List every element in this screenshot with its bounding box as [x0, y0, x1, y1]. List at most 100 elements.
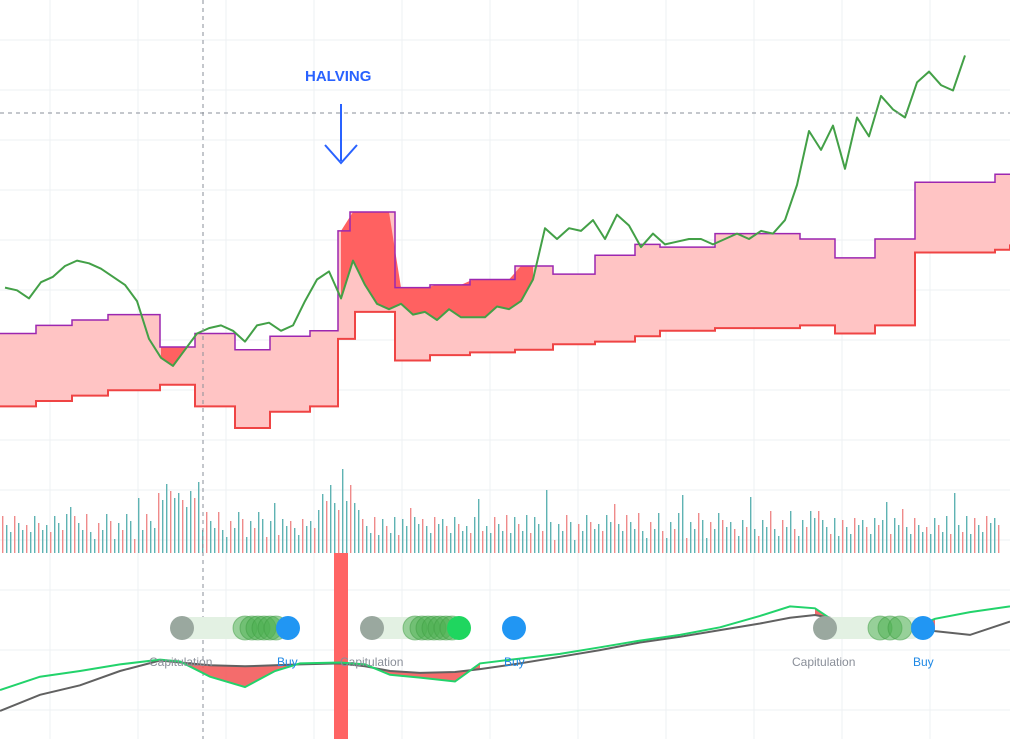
volume-bar: [658, 513, 660, 553]
volume-bar: [554, 540, 556, 553]
volume-bar: [458, 524, 460, 553]
volume-bar: [14, 516, 16, 553]
volume-bar: [770, 511, 772, 553]
volume-bar: [70, 507, 72, 553]
volume-bar: [786, 527, 788, 553]
buy-dot: [276, 616, 300, 640]
volume-bar: [234, 528, 236, 553]
volume-bar: [162, 500, 164, 553]
buy-label-1: Buy: [277, 655, 298, 669]
volume-bar: [422, 519, 424, 553]
volume-bar: [374, 517, 376, 553]
volume-bar: [18, 523, 20, 553]
volume-bar: [154, 528, 156, 553]
volume-bar: [550, 522, 552, 553]
volume-bar: [626, 515, 628, 553]
volume-bar: [866, 527, 868, 553]
capitulation-dot: [170, 616, 194, 640]
volume-bar: [86, 514, 88, 553]
volume-bar: [330, 485, 332, 553]
volume-bar: [546, 490, 548, 553]
volume-bar: [522, 531, 524, 553]
volume-bar: [886, 502, 888, 553]
volume-bar: [346, 501, 348, 553]
volume-bar: [26, 525, 28, 553]
volume-bar: [566, 515, 568, 553]
volume-bar: [694, 529, 696, 553]
volume-bar: [618, 524, 620, 553]
volume-bar: [214, 528, 216, 553]
volume-bar: [30, 532, 32, 553]
volume-bar: [906, 527, 908, 553]
volume-bar: [58, 523, 60, 553]
volume-bar: [386, 526, 388, 553]
volume-bar: [898, 525, 900, 553]
volume-bar: [590, 522, 592, 553]
volume-bar: [642, 531, 644, 553]
volume-bar: [130, 521, 132, 553]
volume-bar: [434, 517, 436, 553]
volume-bar: [834, 518, 836, 553]
volume-bar: [410, 508, 412, 553]
volume-bar: [478, 499, 480, 553]
volume-bar: [846, 527, 848, 553]
volume-bar: [610, 522, 612, 553]
volume-bar: [470, 533, 472, 553]
volume-bar: [366, 526, 368, 553]
capitulation-dot: [813, 616, 837, 640]
volume-bar: [338, 510, 340, 553]
volume-bar: [542, 531, 544, 553]
volume-bar: [578, 524, 580, 553]
volume-bar: [22, 530, 24, 553]
volume-bar: [62, 530, 64, 553]
volume-bar: [450, 533, 452, 553]
volume-bar: [246, 537, 248, 553]
volume-bar: [750, 497, 752, 553]
volume-bar: [650, 522, 652, 553]
volume-bar: [802, 520, 804, 553]
volume-bar: [918, 525, 920, 553]
volume-bar: [826, 527, 828, 553]
volume-bar: [150, 521, 152, 553]
volume-bar: [430, 533, 432, 553]
volume-bar: [382, 519, 384, 553]
volume-bar: [278, 535, 280, 553]
volume-bar: [38, 523, 40, 553]
volume-bar: [854, 518, 856, 553]
volume-bar: [926, 527, 928, 553]
volume-bar: [454, 517, 456, 553]
volume-bar: [714, 529, 716, 553]
price-below-band-fill: [161, 212, 533, 366]
volume-bar: [302, 519, 304, 553]
volume-bar: [710, 522, 712, 553]
volume-bar: [258, 512, 260, 553]
volume-bar: [354, 503, 356, 553]
volume-bar: [734, 529, 736, 553]
capitulation-dot: [360, 616, 384, 640]
volume-bar: [794, 529, 796, 553]
capitulation-label-3: Capitulation: [792, 655, 855, 669]
upper-band-line: [0, 173, 1010, 351]
volume-bar: [78, 523, 80, 553]
volume-bar: [370, 533, 372, 553]
volume-bar: [394, 517, 396, 553]
volume-bar: [230, 521, 232, 553]
volume-bar: [958, 525, 960, 553]
volume-bar: [46, 525, 48, 553]
volume-bar: [266, 537, 268, 553]
volume-bar: [166, 484, 168, 553]
volume-bar: [274, 503, 276, 553]
volume-bar: [282, 519, 284, 553]
volume-bar: [682, 495, 684, 553]
volume-bars: [2, 469, 1000, 553]
buy-dot: [447, 616, 471, 640]
volume-bar: [238, 512, 240, 553]
volume-bar: [766, 527, 768, 553]
volume-bar: [390, 533, 392, 553]
volume-bar: [850, 534, 852, 553]
volume-bar: [418, 524, 420, 553]
volume-bar: [494, 517, 496, 553]
volume-bar: [690, 522, 692, 553]
volume-bar: [50, 532, 52, 553]
volume-bar: [118, 523, 120, 553]
